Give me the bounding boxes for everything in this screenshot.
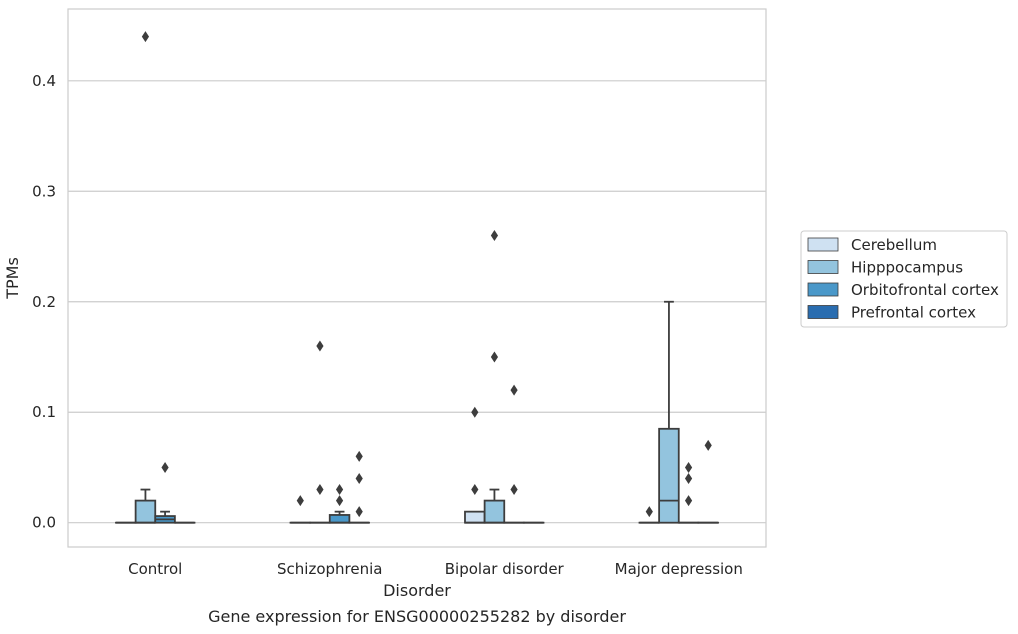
legend-entry: Orbitofrontal cortex (851, 281, 999, 299)
box-body (483, 499, 506, 524)
outlier-point (161, 461, 169, 473)
outlier-point (335, 484, 344, 496)
y-tick-label: 0.3 (32, 182, 56, 200)
plot-area (67, 8, 767, 548)
box-2-2 (503, 384, 525, 524)
box-2-1 (328, 484, 351, 524)
box-1-3 (658, 300, 680, 524)
x-tick-labels: Control Schizophrenia Bipolar disorder Majo… (128, 560, 743, 578)
x-tick-label: Major depression (615, 560, 743, 578)
chart-caption: Gene expression for ENSG00000255282 by d… (208, 607, 626, 626)
outlier-point (355, 506, 363, 518)
outlier-point (684, 473, 693, 485)
x-tick-label: Schizophrenia (277, 560, 382, 578)
y-tick-label: 0.1 (32, 403, 56, 421)
outlier-point (704, 439, 712, 451)
legend-swatch (807, 237, 839, 252)
outlier-point (316, 340, 324, 352)
outlier-point (296, 495, 304, 507)
y-tick-label: 0.4 (32, 72, 56, 90)
outlier-point (355, 450, 363, 462)
legend-swatch (807, 305, 839, 319)
legend-frame (800, 230, 1008, 328)
legend-swatch (807, 260, 839, 274)
outlier-point (141, 31, 150, 43)
x-axis-label: Disorder (383, 581, 451, 600)
legend-entry: Hipppocampus (851, 259, 963, 277)
outlier-point (471, 484, 479, 496)
outlier-point (684, 495, 693, 507)
legend-swatch (807, 282, 839, 297)
legend: Cerebellum Hipppocampus Orbitofrontal cort… (800, 230, 1008, 328)
legend-entry: Cerebellum (851, 236, 937, 254)
outlier-point (510, 484, 518, 496)
outlier-point (684, 461, 693, 473)
box-1-0 (134, 31, 157, 524)
outlier-point (355, 473, 363, 485)
box-1-2 (483, 229, 506, 524)
legend-entry: Prefrontal cortex (851, 304, 976, 322)
outlier-point (510, 384, 518, 396)
y-tick-label: 0.2 (32, 293, 56, 311)
box-2-3 (677, 461, 700, 524)
box-2-0 (154, 461, 176, 524)
outlier-point (316, 484, 324, 496)
box-body (134, 499, 157, 524)
outlier-point (490, 229, 499, 241)
box-body (464, 510, 486, 524)
outlier-point (471, 406, 479, 418)
x-tick-label: Control (128, 560, 182, 578)
outlier-point (645, 506, 653, 518)
x-tick-label: Bipolar disorder (445, 560, 565, 578)
y-axis-label: TPMs (3, 257, 22, 300)
box-3-3 (697, 439, 719, 524)
box-series (115, 31, 719, 524)
box-body (328, 514, 351, 524)
outlier-point (490, 351, 499, 363)
outlier-point (335, 495, 344, 507)
box-3-1 (348, 450, 370, 524)
y-tick-labels: 0.0 0.1 0.2 0.3 0.4 (32, 72, 56, 532)
y-tick-label: 0.0 (32, 514, 56, 532)
box-body (658, 427, 680, 524)
